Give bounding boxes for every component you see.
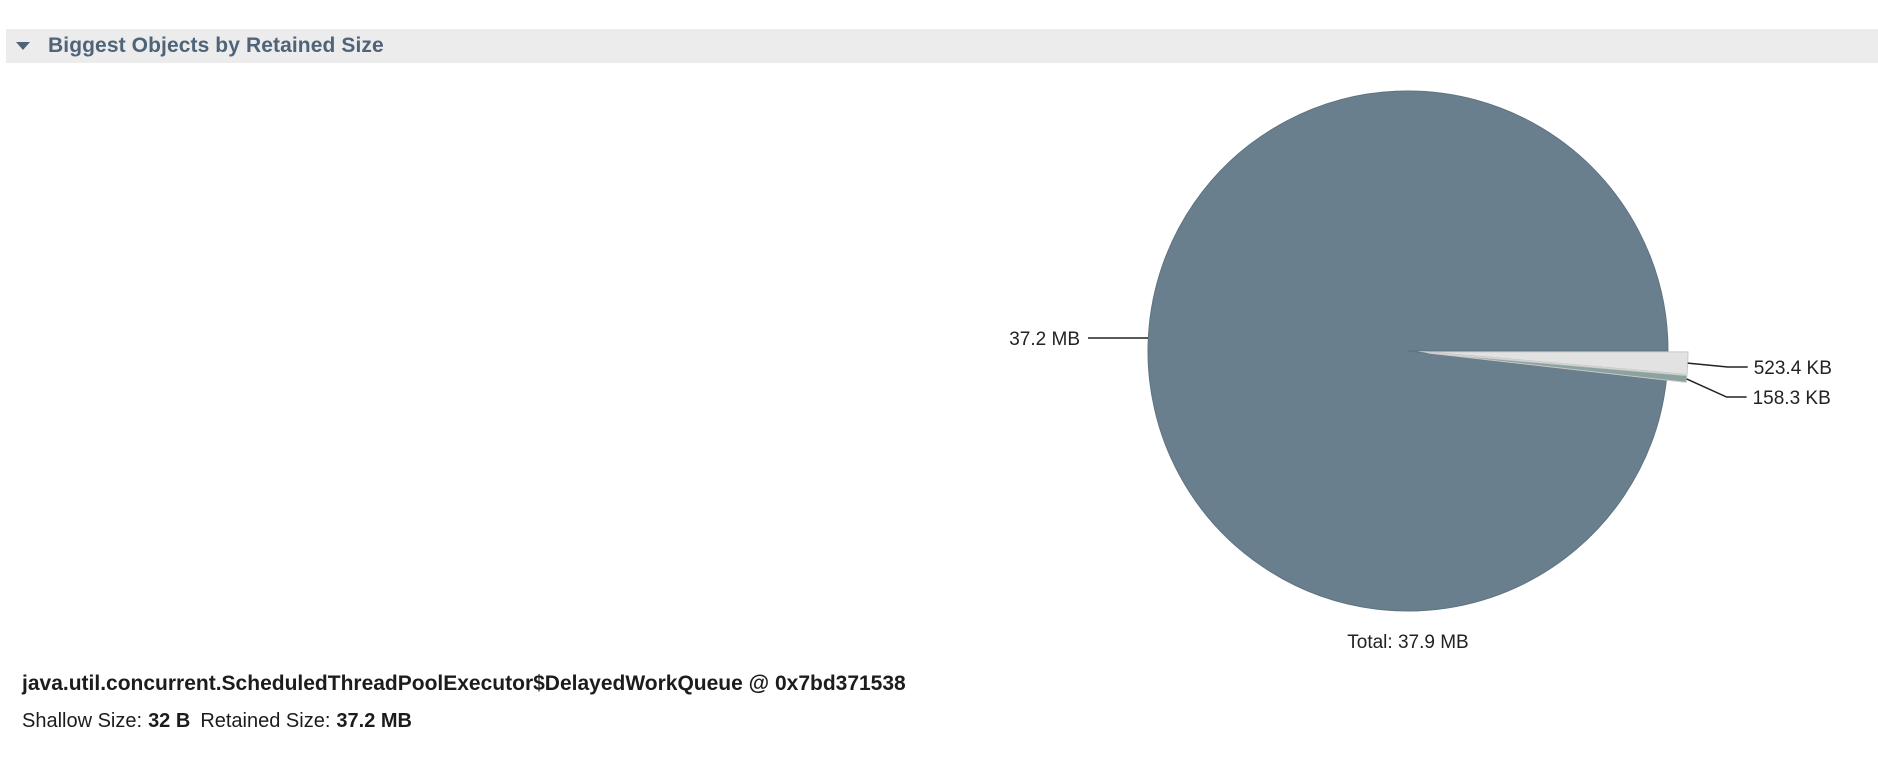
slice-label: 37.2 MB	[1009, 329, 1080, 350]
object-info: java.util.concurrent.ScheduledThreadPool…	[22, 672, 906, 733]
slice-label: 523.4 KB	[1754, 358, 1832, 379]
pie-slice[interactable]	[1147, 90, 1669, 612]
pie-slice[interactable]	[1427, 352, 1688, 383]
retained-size-value: 37.2 MB	[336, 710, 412, 732]
leader-line	[1686, 378, 1747, 398]
section-title: Biggest Objects by Retained Size	[48, 34, 384, 57]
pie-chart: 37.2 MB 523.4 KB 158.3 KB Total: 37.9 MB	[1009, 90, 1832, 653]
sizes-row: Shallow Size: 32 B Retained Size: 37.2 MB	[22, 710, 906, 733]
retained-size-label: Retained Size:	[200, 710, 331, 732]
triangle-down-icon[interactable]	[16, 42, 30, 50]
total-label: Total: 37.9 MB	[1347, 632, 1468, 653]
shallow-size-label: Shallow Size:	[22, 710, 143, 732]
section-header[interactable]: Biggest Objects by Retained Size	[6, 29, 1878, 63]
slice-label: 158.3 KB	[1753, 388, 1831, 409]
pie-slice[interactable]	[1427, 351, 1689, 375]
object-name: java.util.concurrent.ScheduledThreadPool…	[22, 672, 906, 695]
leader-line	[1687, 362, 1748, 368]
shallow-size-value: 32 B	[148, 710, 191, 732]
